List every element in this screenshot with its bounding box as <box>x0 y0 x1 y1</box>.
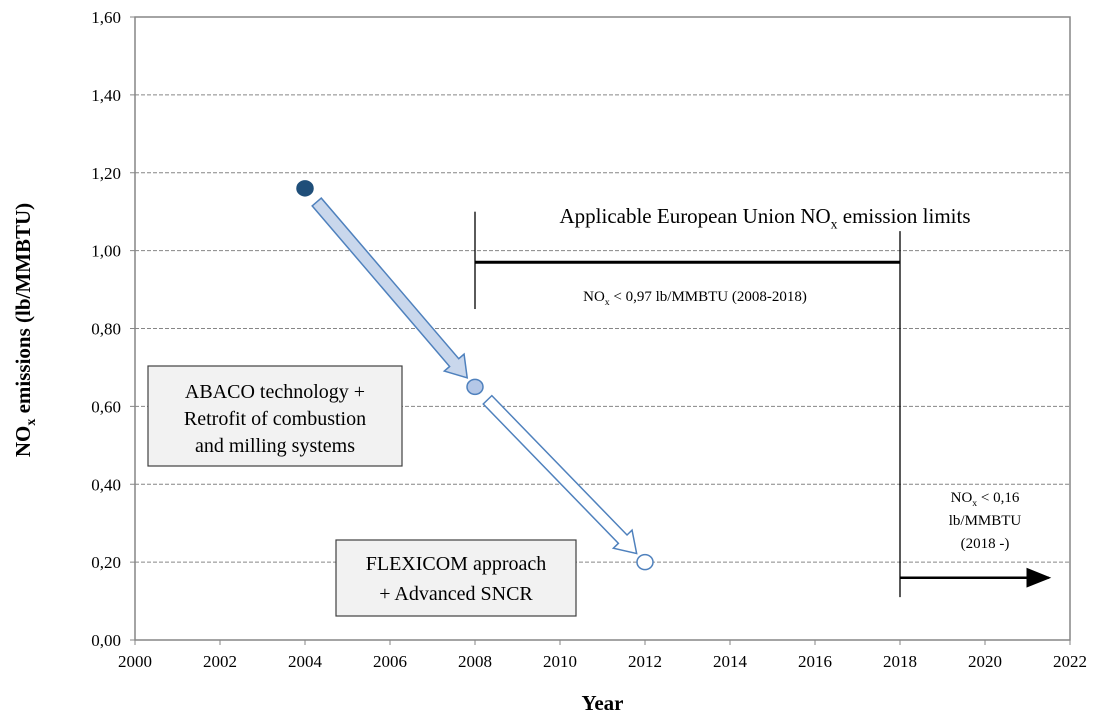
annotation: NOx < 0,16 <box>951 490 1020 509</box>
y-axis-label: NOx emissions (lb/MMBTU) <box>11 203 39 457</box>
y-tick-label: 1,20 <box>91 164 121 183</box>
x-tick-label: 2018 <box>883 652 917 671</box>
annotation-box <box>147 365 403 467</box>
y-tick-label: 0,20 <box>91 553 121 572</box>
x-tick-label: 2004 <box>288 652 323 671</box>
text-part: emission limits <box>838 204 971 228</box>
x-tick-label: 2010 <box>543 652 577 671</box>
annotation: (2018 -) <box>961 536 1010 552</box>
text-part: NO <box>11 426 35 458</box>
y-tick-label: 0,80 <box>91 320 121 339</box>
data-point <box>636 553 654 571</box>
text-part: NO <box>583 289 605 305</box>
text-part: < 0,97 lb/MMBTU (2008-2018) <box>610 289 807 305</box>
x-tick-label: 2006 <box>373 652 407 671</box>
x-tick-label: 2000 <box>118 652 152 671</box>
annotation: + Advanced SNCR <box>379 583 533 605</box>
text-part: lb/MMBTU <box>949 513 1022 529</box>
text-part: < 0,16 <box>977 490 1020 506</box>
x-tick-label: 2002 <box>203 652 237 671</box>
text-part: emissions (lb/MMBTU) <box>11 203 35 419</box>
data-point <box>296 180 314 197</box>
text-part: x <box>605 297 610 308</box>
text-part: + Advanced SNCR <box>379 583 533 605</box>
annotation: and milling systems <box>195 435 355 457</box>
text-part: Retrofit of combustion <box>184 408 366 430</box>
annotation: ABACO technology + <box>185 381 365 403</box>
y-tick-label: 1,40 <box>91 86 121 105</box>
annotation: NOx < 0,97 lb/MMBTU (2008-2018) <box>583 289 807 308</box>
text-part: FLEXICOM approach <box>366 553 547 575</box>
x-tick-label: 2016 <box>798 652 832 671</box>
text-part: Applicable European Union NO <box>559 204 830 228</box>
text-part: x <box>972 498 977 509</box>
x-tick-label: 2020 <box>968 652 1002 671</box>
data-point <box>466 378 484 396</box>
x-tick-label: 2022 <box>1053 652 1087 671</box>
annotation: lb/MMBTU <box>949 513 1022 529</box>
x-axis-label: Year <box>582 691 624 715</box>
plot-area <box>134 16 1071 641</box>
annotation: Retrofit of combustion <box>184 408 366 430</box>
text-part: NO <box>951 490 973 506</box>
trend-arrow <box>311 197 469 379</box>
text-part: ABACO technology + <box>185 381 365 403</box>
y-tick-label: 0,60 <box>91 397 121 416</box>
text-part: and milling systems <box>195 435 355 457</box>
text-part: x <box>24 419 39 426</box>
trend-arrow <box>482 394 638 555</box>
text-part: x <box>831 216 838 231</box>
y-tick-label: 0,40 <box>91 475 121 494</box>
x-tick-label: 2014 <box>713 652 748 671</box>
x-tick-label: 2008 <box>458 652 492 671</box>
annotation: FLEXICOM approach <box>366 553 547 575</box>
y-tick-label: 1,60 <box>91 8 121 27</box>
y-tick-label: 1,00 <box>91 242 121 261</box>
text-part: (2018 -) <box>961 536 1010 552</box>
x-tick-label: 2012 <box>628 652 662 671</box>
annotation: Applicable European Union NOx emission l… <box>559 204 970 231</box>
annotation-box <box>335 539 577 617</box>
y-tick-label: 0,00 <box>91 631 121 650</box>
